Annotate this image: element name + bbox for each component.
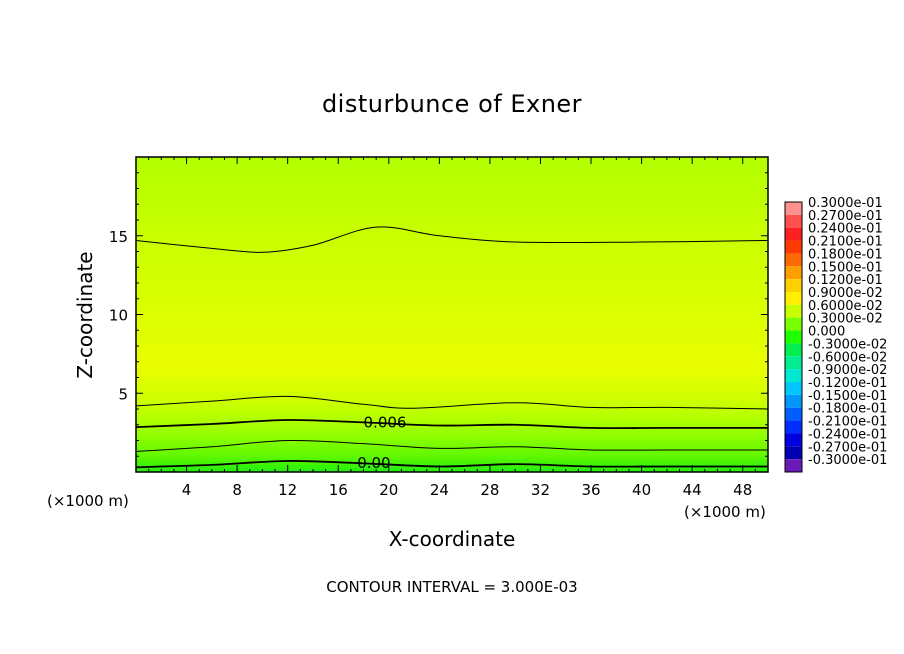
colorbar-label: -0.3000e-01	[808, 453, 887, 468]
x-tick-label: 4	[182, 481, 192, 499]
colorbar-label: 0.9000e-02	[808, 286, 883, 301]
x-tick-label: 48	[733, 481, 752, 499]
x-axis-label: X-coordinate	[389, 527, 516, 551]
colorbar-label: -0.1500e-01	[808, 389, 887, 404]
contour-label: 0.00	[357, 454, 390, 472]
colorbar-swatch	[785, 394, 802, 408]
colorbar-label: 0.3000e-01	[808, 196, 883, 211]
y-tick-label: 10	[109, 307, 128, 325]
colorbar-swatch	[785, 292, 802, 305]
colorbar-label: -0.9000e-02	[808, 363, 887, 378]
contour-line	[135, 439, 768, 453]
colorbar-swatch	[785, 240, 802, 254]
x-axis-ticks: 4 8 12 16 20 24 28 32 36 40 44 48	[148, 157, 756, 499]
y-tick-label: 15	[109, 228, 128, 246]
x-tick-label: 32	[531, 481, 550, 499]
colorbar-label: 0.2100e-01	[808, 235, 883, 250]
colorbar-swatch	[785, 446, 802, 460]
colorbar-swatch	[785, 253, 802, 267]
x-tick-label: 36	[581, 481, 600, 499]
colorbar-swatch	[785, 279, 802, 292]
exner-field	[136, 157, 768, 472]
colorbar-swatch	[785, 420, 802, 434]
chart-title: disturbunce of Exner	[322, 90, 582, 118]
colorbar-swatch	[785, 407, 802, 421]
x-tick-label: 44	[683, 481, 702, 499]
colorbar-swatch	[785, 304, 802, 318]
contour-label: 0.006	[364, 413, 407, 431]
colorbar-swatch	[785, 202, 802, 215]
x-tick-label: 20	[379, 481, 398, 499]
y-axis-ticks: 5 10 15	[109, 172, 768, 457]
colorbar-frame	[784, 201, 803, 473]
colorbar-swatch	[785, 227, 802, 241]
contour-line	[135, 419, 768, 430]
colorbar-swatch	[785, 266, 802, 280]
colorbar-label: 0.1800e-01	[808, 247, 883, 262]
x-tick-label: 28	[480, 481, 499, 499]
colorbar-swatch	[785, 356, 802, 370]
colorbar-label: -0.1200e-01	[808, 376, 887, 391]
colorbar-label: -0.2700e-01	[808, 440, 887, 455]
colorbar-label: 0.6000e-02	[808, 299, 883, 314]
contour-interval-note: CONTOUR INTERVAL = 3.000E-03	[326, 578, 577, 596]
colorbar-label: 0.1200e-01	[808, 273, 883, 288]
x-tick-label: 24	[430, 481, 449, 499]
x-tick-label: 40	[632, 481, 651, 499]
colorbar-label: -0.3000e-02	[808, 337, 887, 352]
x-tick-label: 8	[232, 481, 242, 499]
y-tick-label: 5	[118, 385, 128, 403]
colorbar-swatch	[785, 459, 802, 472]
colorbar-swatch	[785, 382, 802, 395]
x-tick-label: 12	[278, 481, 297, 499]
colorbar-swatch	[785, 433, 802, 447]
colorbar-swatch	[785, 317, 802, 331]
colorbar-swatch	[785, 330, 802, 344]
colorbar-label: -0.1800e-01	[808, 402, 887, 417]
y-axis-label: Z-coordinate	[73, 251, 97, 378]
colorbar-swatch	[785, 369, 802, 382]
x-tick-label: 16	[329, 481, 348, 499]
colorbar-label: -0.6000e-02	[808, 350, 887, 365]
colorbar-label: 0.2700e-01	[808, 209, 883, 224]
contour-line	[135, 226, 769, 253]
z-unit-label: (×1000 m)	[47, 492, 129, 510]
contour-line	[135, 395, 769, 410]
x-unit-label: (×1000 m)	[684, 503, 766, 521]
colorbar-label: 0.2400e-01	[808, 222, 883, 237]
colorbar: 0.3000e-010.2700e-010.2400e-010.2100e-01…	[784, 196, 887, 473]
colorbar-label: -0.2100e-01	[808, 415, 887, 430]
colorbar-label: -0.2400e-01	[808, 427, 887, 442]
colorbar-swatch	[785, 214, 802, 228]
colorbar-label: 0.1500e-01	[808, 260, 883, 275]
colorbar-swatch	[785, 343, 802, 357]
colorbar-label: 0.000	[808, 325, 845, 340]
colorbar-label: 0.3000e-02	[808, 312, 883, 327]
contour-lines: 0.00 0.006	[135, 226, 769, 472]
